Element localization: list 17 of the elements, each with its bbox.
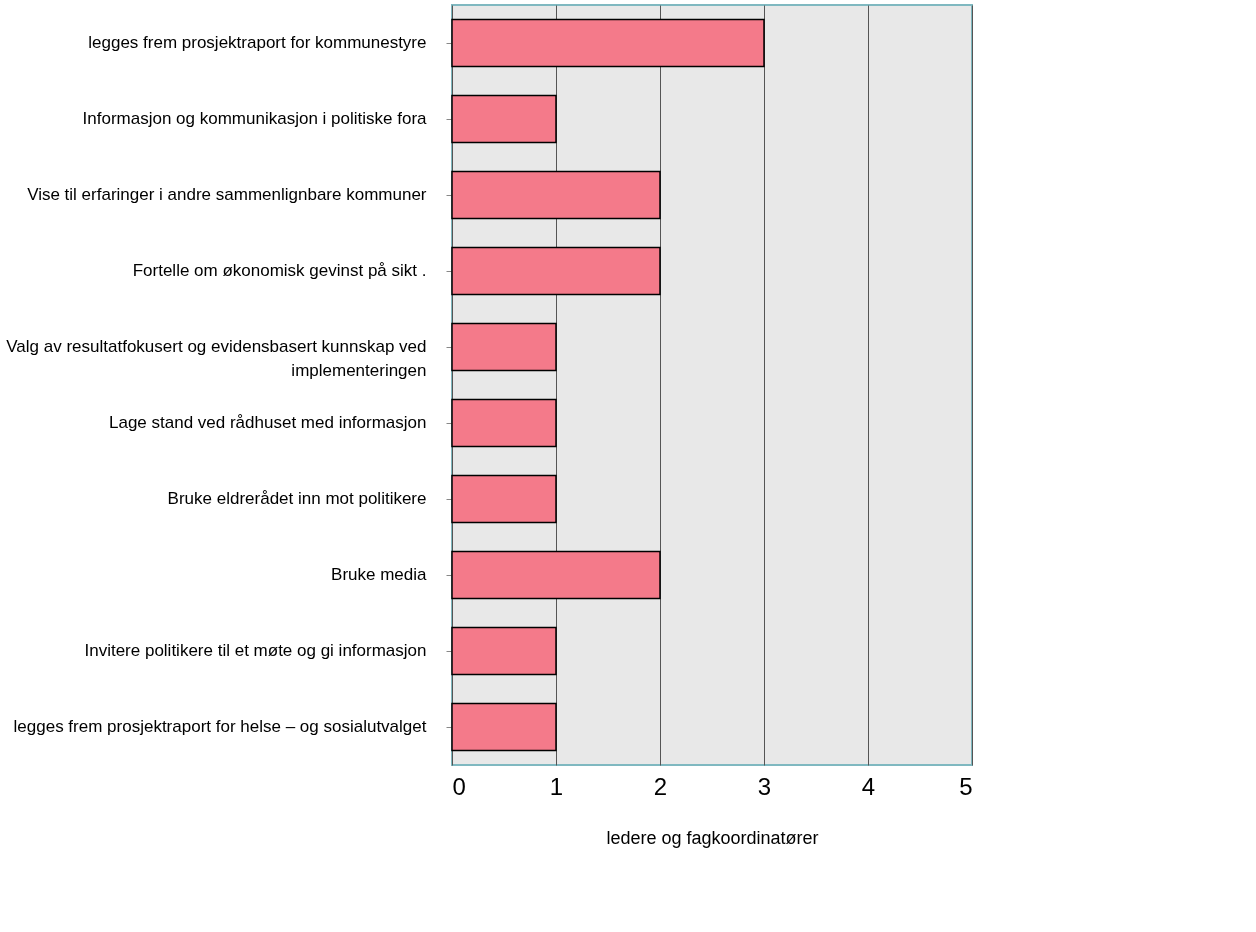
x-tick-label: 3 [757, 772, 772, 800]
y-tick-label: Fortelle om økonomisk gevinst på sikt . [132, 261, 427, 280]
y-tick-label: Valg av resultatfokusert og evidensbasert kunnskap ved implementeringen [6, 337, 427, 380]
y-tick-label: Informasjon og kommunikasjon i politiske fora [82, 109, 428, 128]
y-tick-label: Lage stand ved rådhuset med informasjon [108, 413, 427, 432]
x-tick-label: 0 [452, 772, 466, 800]
x-tick-label: 5 [959, 772, 973, 800]
x-tick-label: 1 [549, 772, 564, 800]
x-tick-label: 2 [653, 772, 668, 800]
y-tick-label: legges frem prosjektraport for helse – og sosialutvalget [13, 717, 427, 736]
y-tick-label: Bruke eldrerådet inn mot politikere [167, 489, 427, 508]
x-tick-label: 4 [861, 772, 876, 800]
y-tick-label: Bruke media [331, 565, 428, 584]
y-tick-label: Invitere politikere til et møte og gi informasjon [84, 641, 427, 660]
x-axis-title: ledere og fagkoordinatører [606, 827, 819, 848]
y-tick-label: Vise til erfaringer i andre sammenlignbare kommuner [27, 185, 427, 204]
y-tick-label: legges frem prosjektraport for kommunestyre [88, 33, 427, 52]
